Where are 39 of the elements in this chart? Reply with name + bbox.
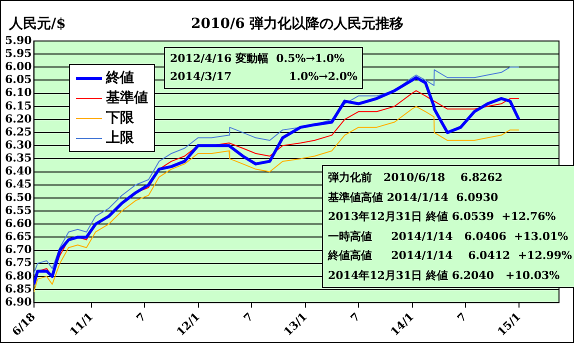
y-axis-title: 人民元/$ bbox=[9, 15, 66, 33]
y-tick-label: 6.10 bbox=[4, 86, 32, 100]
y-tick-label: 6.30 bbox=[4, 138, 32, 152]
y-tick-label: 6.70 bbox=[4, 243, 32, 256]
y-tick-label: 6.60 bbox=[4, 216, 32, 230]
annotation: 2014/3/17 1.0%→2.0% bbox=[170, 70, 358, 83]
legend-label: 下限 bbox=[105, 109, 135, 128]
legend-label: 基準値 bbox=[105, 89, 148, 108]
y-tick-label: 6.90 bbox=[4, 295, 32, 308]
annotation: 一時高値 2014/1/14 6.0406 +13.01% bbox=[328, 230, 568, 242]
y-tick-label: 6.35 bbox=[4, 152, 32, 165]
annotation: 2012/4/16 変動幅 0.5%→1.0% bbox=[170, 52, 344, 65]
y-tick-label: 5.90 bbox=[4, 34, 32, 47]
y-tick-label: 6.85 bbox=[4, 282, 32, 296]
y-tick-label: 6.75 bbox=[4, 256, 32, 270]
y-tick-label: 6.40 bbox=[4, 164, 32, 178]
y-tick-label: 6.55 bbox=[4, 204, 32, 217]
y-tick-label: 6.00 bbox=[4, 60, 32, 74]
y-tick-label: 6.20 bbox=[4, 112, 32, 126]
annotation: 基準値高値 2014/1/14 6.0930 bbox=[328, 190, 498, 204]
annotation: 弾力化前 2010/6/18 6.8262 bbox=[328, 171, 503, 184]
y-tick-label: 6.80 bbox=[4, 269, 32, 282]
y-tick-label: 5.95 bbox=[4, 46, 32, 60]
annotation: 2013年12月31日 終値 6.0539 +12.76% bbox=[328, 210, 556, 223]
chart-title: 2010/6 弾力化以降の人民元推移 bbox=[191, 15, 404, 33]
x-tick-label: 7 bbox=[241, 310, 256, 325]
annotation: 2014年12月31日 終値 6.2040 +10.03% bbox=[328, 268, 560, 282]
annotation: 終値高値 2014/1/14 6.0412 +12.99% bbox=[328, 249, 572, 262]
y-tick-label: 6.50 bbox=[4, 190, 32, 204]
y-tick-label: 6.15 bbox=[4, 99, 32, 112]
legend-label: 上限 bbox=[105, 129, 135, 148]
x-tick-label: 7 bbox=[348, 310, 363, 325]
y-tick-label: 6.25 bbox=[4, 125, 32, 138]
legend-label: 終値 bbox=[104, 69, 135, 88]
y-tick-label: 6.05 bbox=[4, 73, 32, 86]
y-tick-label: 6.65 bbox=[4, 230, 32, 244]
y-tick-label: 6.45 bbox=[4, 178, 32, 191]
x-tick-label: 7 bbox=[454, 310, 470, 325]
x-tick-label: 7 bbox=[134, 310, 149, 325]
